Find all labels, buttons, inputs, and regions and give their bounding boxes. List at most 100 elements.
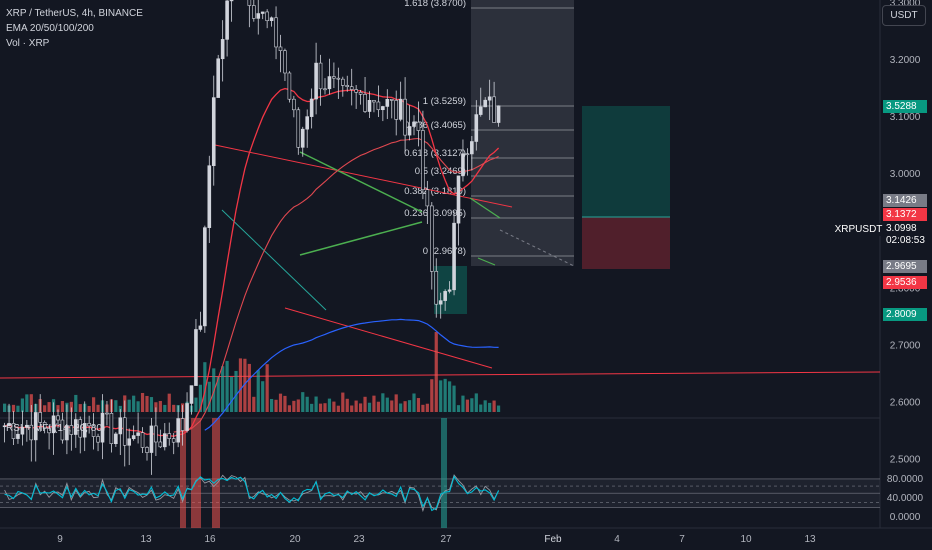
candle-body bbox=[47, 428, 51, 434]
candle-body bbox=[318, 62, 323, 90]
projection-line bbox=[499, 229, 575, 267]
volume-bar bbox=[292, 400, 296, 412]
candle-body bbox=[340, 78, 345, 86]
volume-bar bbox=[256, 370, 260, 412]
countdown-timer: 02:08:53 bbox=[886, 235, 925, 246]
volume-bar bbox=[216, 376, 220, 412]
volume-bar bbox=[149, 397, 154, 412]
candle-body bbox=[225, 0, 229, 40]
volume-bar bbox=[296, 399, 300, 412]
candle-body bbox=[269, 17, 274, 22]
volume-bar bbox=[118, 405, 122, 412]
fib-level-label: 1.618 (3.8700) bbox=[404, 0, 466, 9]
candle-body bbox=[309, 98, 314, 117]
volume-bar bbox=[376, 401, 380, 412]
volume-bar bbox=[412, 393, 416, 412]
volume-bar bbox=[92, 397, 96, 412]
price-axis-label: 2.7000 bbox=[890, 341, 921, 352]
volume-bar bbox=[74, 394, 78, 412]
candle-body bbox=[443, 291, 447, 301]
volume-bar bbox=[225, 360, 229, 412]
volume-bar bbox=[3, 403, 7, 412]
volume-bar bbox=[243, 358, 247, 412]
triangle-lower bbox=[299, 221, 423, 256]
volume-bar bbox=[350, 405, 354, 412]
candle-body bbox=[194, 329, 198, 386]
candle-body bbox=[381, 106, 385, 111]
volume-bar bbox=[425, 403, 429, 412]
volume-bar bbox=[96, 404, 100, 412]
candle-body bbox=[82, 423, 87, 438]
candle-body bbox=[211, 97, 216, 166]
candle-body bbox=[2, 425, 7, 428]
fib-level-label: 0.5 (3.2469) bbox=[415, 166, 466, 177]
volume-bar bbox=[25, 394, 29, 412]
time-axis-label: 7 bbox=[679, 534, 685, 545]
time-axis-label: 10 bbox=[740, 534, 752, 545]
candle-body bbox=[127, 438, 131, 446]
candle-body bbox=[487, 96, 492, 101]
volume-bar bbox=[332, 401, 336, 412]
volume-bar bbox=[390, 400, 394, 412]
fib-level-label: 0 (2.9678) bbox=[423, 246, 466, 257]
volume-bar bbox=[274, 399, 278, 412]
candle-body bbox=[345, 85, 350, 87]
volume-bar bbox=[198, 384, 202, 412]
candle-body bbox=[461, 153, 465, 177]
candle-body bbox=[278, 46, 283, 51]
volume-bar bbox=[483, 400, 487, 412]
ema-legend[interactable]: EMA 20/50/100/200 bbox=[6, 23, 94, 34]
volume-bar bbox=[234, 370, 238, 412]
fib-level-label: 0.236 (3.0995) bbox=[404, 208, 466, 219]
volume-bar bbox=[456, 405, 461, 412]
symbol-legend[interactable]: XRP / TetherUS, 4h, BINANCE bbox=[6, 8, 143, 19]
volume-bar bbox=[394, 394, 398, 412]
ticker-tag: XRPUSDT bbox=[834, 223, 883, 236]
price-axis-label: 3.0000 bbox=[890, 169, 921, 180]
candle-body bbox=[358, 92, 363, 95]
candle-body bbox=[323, 88, 327, 91]
volume-bar bbox=[310, 403, 314, 412]
volume-bar bbox=[20, 398, 24, 412]
volume-bar bbox=[439, 380, 443, 412]
candle-body bbox=[354, 89, 358, 93]
volume-bar bbox=[29, 394, 33, 412]
volume-bar bbox=[78, 404, 82, 412]
gray-top-price-label: 3.1426 bbox=[883, 194, 927, 207]
currency-button[interactable]: USDT bbox=[882, 5, 926, 26]
candle-body bbox=[300, 128, 305, 148]
candle-body bbox=[403, 98, 407, 136]
candle-body bbox=[287, 72, 292, 100]
fib-level-label: 1 (3.5259) bbox=[423, 96, 466, 107]
volume-bar bbox=[203, 362, 207, 412]
candle-body bbox=[185, 403, 189, 431]
candle-body bbox=[51, 415, 56, 434]
volume-bar bbox=[465, 399, 469, 412]
candle-body bbox=[394, 100, 399, 120]
low-target-price-label: 2.8009 bbox=[883, 308, 927, 321]
volume-bar bbox=[278, 393, 283, 412]
candle-body bbox=[11, 423, 16, 439]
candle-body bbox=[216, 58, 220, 98]
rsi-legend[interactable]: RSI + MFI (14, 20, 80) bbox=[6, 423, 106, 434]
candle-body bbox=[180, 418, 185, 431]
volume-bar bbox=[87, 405, 91, 412]
candle-body bbox=[16, 433, 20, 439]
flag-upper bbox=[469, 197, 501, 219]
volume-legend[interactable]: Vol · XRP bbox=[6, 38, 50, 49]
candle-body bbox=[478, 106, 483, 115]
candle-body bbox=[429, 205, 434, 272]
volume-bar bbox=[488, 402, 492, 412]
volume-bar bbox=[60, 401, 65, 412]
candle-body bbox=[167, 433, 172, 439]
volume-bar bbox=[265, 364, 269, 412]
candle-body bbox=[69, 425, 74, 435]
entry-price-label: 3.1372 bbox=[883, 208, 927, 221]
candle-body bbox=[492, 96, 496, 123]
candle-body bbox=[136, 432, 140, 436]
candle-body bbox=[421, 130, 425, 190]
position-stop-zone bbox=[582, 217, 670, 269]
trendline-upper bbox=[214, 144, 513, 208]
time-axis-label: 13 bbox=[804, 534, 816, 545]
